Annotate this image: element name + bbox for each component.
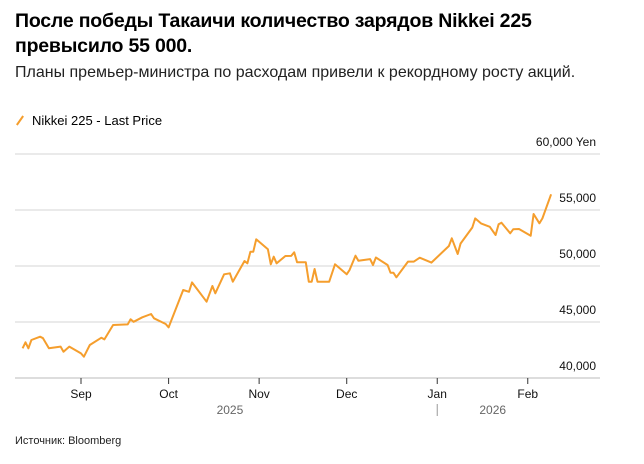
x-tick-label: Nov	[248, 387, 269, 401]
legend: Nikkei 225 - Last Price	[15, 113, 162, 128]
chart-title: После победы Такаичи количество зарядов …	[15, 10, 532, 57]
series-line-nikkei-225	[21, 193, 553, 358]
x-tick-label: Sep	[70, 387, 92, 401]
y-tick-label: 50,000	[559, 247, 596, 261]
y-tick-label: 40,000	[559, 359, 596, 373]
x-tick-label: Feb	[517, 387, 538, 401]
x-tick-label: Dec	[336, 387, 357, 401]
chart-subtitle: Планы премьер-министра по расходам приве…	[15, 64, 576, 81]
legend-label: Nikkei 225 - Last Price	[32, 113, 163, 128]
y-tick-label: 45,000	[559, 303, 596, 317]
x-tick-label: Jan	[428, 387, 447, 401]
y-tick-label: 60,000 Yen	[536, 135, 596, 149]
y-tick-label: 55,000	[559, 191, 596, 205]
year-label: 2026	[479, 403, 506, 417]
source-note: Источник: Bloomberg	[15, 435, 122, 447]
year-label: 2025	[217, 403, 244, 417]
x-tick-label: Oct	[159, 387, 178, 401]
